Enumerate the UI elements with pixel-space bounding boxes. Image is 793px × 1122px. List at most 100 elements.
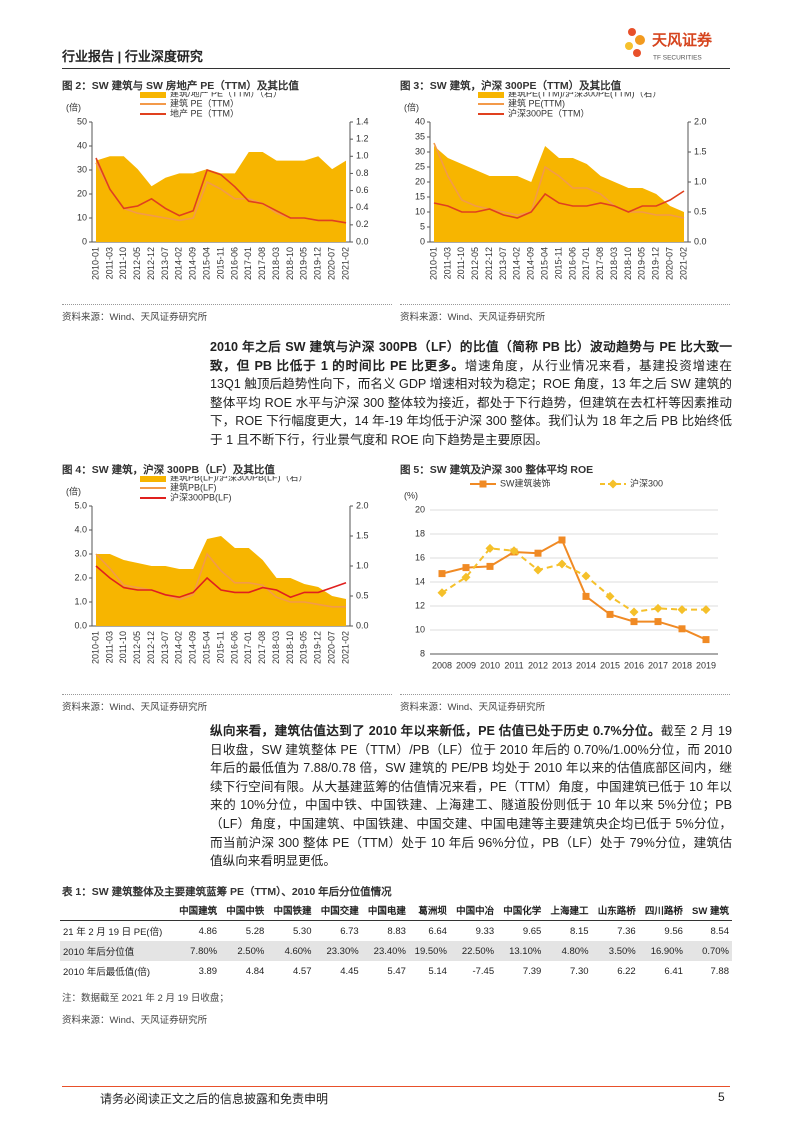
x-tick-label: 2016-06 xyxy=(567,247,577,280)
header-cell: SW 建筑 xyxy=(685,900,732,921)
y-tick-label: 40 xyxy=(415,116,425,126)
header-cell: 中国交建 xyxy=(314,900,362,921)
x-tick-label: 2017-01 xyxy=(243,631,253,664)
cell: 4.60% xyxy=(267,941,315,961)
x-tick-label: 2008 xyxy=(432,660,452,670)
cell: 7.39 xyxy=(522,965,542,977)
x-tick-label: 2015-11 xyxy=(215,247,225,279)
paragraph: 2010 年之后 SW 建筑与沪深 300PB（LF）的比值（简称 PB 比）波… xyxy=(210,338,732,450)
y2-tick-label: 0.0 xyxy=(356,236,369,246)
x-tick-label: 2012-12 xyxy=(146,631,156,664)
x-tick-label: 2014-02 xyxy=(512,247,522,280)
x-tick-label: 2011-03 xyxy=(104,631,114,663)
line xyxy=(95,565,347,599)
x-tick-label: 2017-08 xyxy=(595,247,605,280)
marker xyxy=(486,562,494,570)
table: 中国建筑 中国中铁 中国铁建 中国交建 中国电建 葛洲坝 中国中冶 中国化学 上海建工 山东路桥四… xyxy=(60,900,732,981)
header-cell: 四川路桥 xyxy=(638,900,686,921)
x-tick-label: 2011-03 xyxy=(104,247,114,279)
legend-label: 建筑PB(LF)/沪深300PB(LF)（右） xyxy=(170,476,308,482)
x-tick-label: 2019-12 xyxy=(651,247,661,280)
x-tick-label: 2019-12 xyxy=(313,247,323,280)
marker xyxy=(677,605,687,615)
x-tick-label: 2019-05 xyxy=(299,247,309,280)
marker xyxy=(534,549,542,557)
x-tick-label: 2017-01 xyxy=(581,247,591,280)
cell: 4.57 xyxy=(293,965,312,977)
legend-marker xyxy=(479,480,487,488)
figure-source: 资料来源：Wind、天风证券研究所 xyxy=(400,702,546,713)
marker xyxy=(509,546,519,556)
cell: 3.89 xyxy=(198,965,218,977)
row-label: 21 年 2 月 19 日 PE(倍) xyxy=(63,927,163,938)
legend-swatch xyxy=(140,476,166,482)
marker xyxy=(605,591,615,601)
x-tick-label: 2013-07 xyxy=(160,631,170,664)
x-tick-label: 2018-10 xyxy=(623,247,633,280)
cell: 0.70% xyxy=(685,941,732,961)
legend-marker xyxy=(608,479,618,489)
x-tick-label: 2014-02 xyxy=(174,247,184,280)
y-tick-label: 50 xyxy=(77,116,87,126)
marker xyxy=(630,618,638,626)
cell: 13.10% xyxy=(497,941,545,961)
x-tick-label: 2020-07 xyxy=(326,247,336,280)
x-tick-label: 2020-07 xyxy=(326,631,336,664)
cell: 6.22 xyxy=(617,965,636,977)
x-tick-label: 2017-01 xyxy=(243,247,253,280)
x-tick-label: 2013 xyxy=(552,660,572,670)
legend-label: 沪深300 xyxy=(630,477,663,488)
legend-label: SW建筑装饰 xyxy=(500,477,551,488)
table-row: 2010 年后最低值(倍) 3.89 4.84 4.57 4.45 5.47 5.14 -7.… xyxy=(60,961,732,981)
cell: -7.45 xyxy=(472,965,495,977)
header-cell: 山东路桥 xyxy=(591,900,639,921)
cell: 23.40% xyxy=(361,941,409,961)
marker xyxy=(558,536,566,544)
cell: 5.14 xyxy=(428,965,447,977)
y2-tick-label: 0.5 xyxy=(356,590,369,600)
y-tick-label: 20 xyxy=(77,188,87,198)
legend-label: 沪深300PB(LF) xyxy=(170,491,232,502)
cell: 22.50% xyxy=(449,941,498,961)
line xyxy=(433,190,685,219)
x-tick-label: 2015-04 xyxy=(539,247,549,280)
figure-title: 图 5：SW 建筑及沪深 300 整体平均 ROE xyxy=(400,464,594,476)
x-tick-label: 2014 xyxy=(576,660,596,670)
x-tick-label: 2016 xyxy=(624,660,644,670)
cell: 5.30 xyxy=(293,925,312,937)
cell: 6.41 xyxy=(664,965,683,977)
body: 截至 2 月 19 日收盘，SW 建筑整体 PE（TTM）/PB（LF）位于 2… xyxy=(210,724,732,869)
legend-label: 沪深300PE（TTM） xyxy=(508,107,590,118)
y2-tick-label: 1.0 xyxy=(694,176,707,186)
x-tick-label: 2010-01 xyxy=(428,247,438,280)
x-tick-label: 2017 xyxy=(648,660,668,670)
y-tick-label: 3.0 xyxy=(74,548,87,558)
y-tick-label: 0.0 xyxy=(74,620,87,630)
table-note: 注：数据截至 2021 年 2 月 19 日收盘； xyxy=(62,993,229,1004)
area xyxy=(434,146,684,242)
cell: 4.86 xyxy=(198,925,218,937)
y2-tick-label: 0.0 xyxy=(356,620,369,630)
y2-tick-label: 0.6 xyxy=(356,185,369,195)
marker xyxy=(557,559,567,569)
x-tick-label: 2016-06 xyxy=(229,631,239,664)
x-tick-label: 2018-03 xyxy=(609,247,619,280)
x-tick-label: 2018 xyxy=(672,660,692,670)
page-number: 5 xyxy=(718,1090,725,1104)
y2-tick-label: 1.4 xyxy=(356,116,369,126)
chart: (倍) 0 5 10 15 20 25 30 35 40 0.0 0.5 1.0 1.5 2.0 2010-0… xyxy=(404,92,707,280)
figure-source: 资料来源：Wind、天风证券研究所 xyxy=(62,702,208,713)
row-label: 2010 年后分位值 xyxy=(60,941,173,961)
chart: (倍) 0 10 20 30 40 50 0.0 0.2 0.4 0.6 0.8 1.0 1.2 1.4 20… xyxy=(66,92,369,280)
lead: 2010 年之后 SW 建筑与沪深 300PB（LF）的比值（简称 PB 比）波… xyxy=(210,340,732,373)
x-tick-label: 2015-04 xyxy=(201,631,211,664)
header-cell: 中国铁建 xyxy=(267,900,315,921)
legend-label: 建筑PB(LF) xyxy=(170,481,217,492)
header-rule xyxy=(62,68,730,69)
cell: 5.47 xyxy=(387,965,406,977)
marker xyxy=(654,618,662,626)
y2-tick-label: 1.0 xyxy=(356,151,369,161)
cell: 4.84 xyxy=(245,965,265,977)
table-title: 表 1：SW 建筑整体及主要建筑蓝筹 PE（TTM）、2010 年后分位值情况 xyxy=(62,886,392,898)
